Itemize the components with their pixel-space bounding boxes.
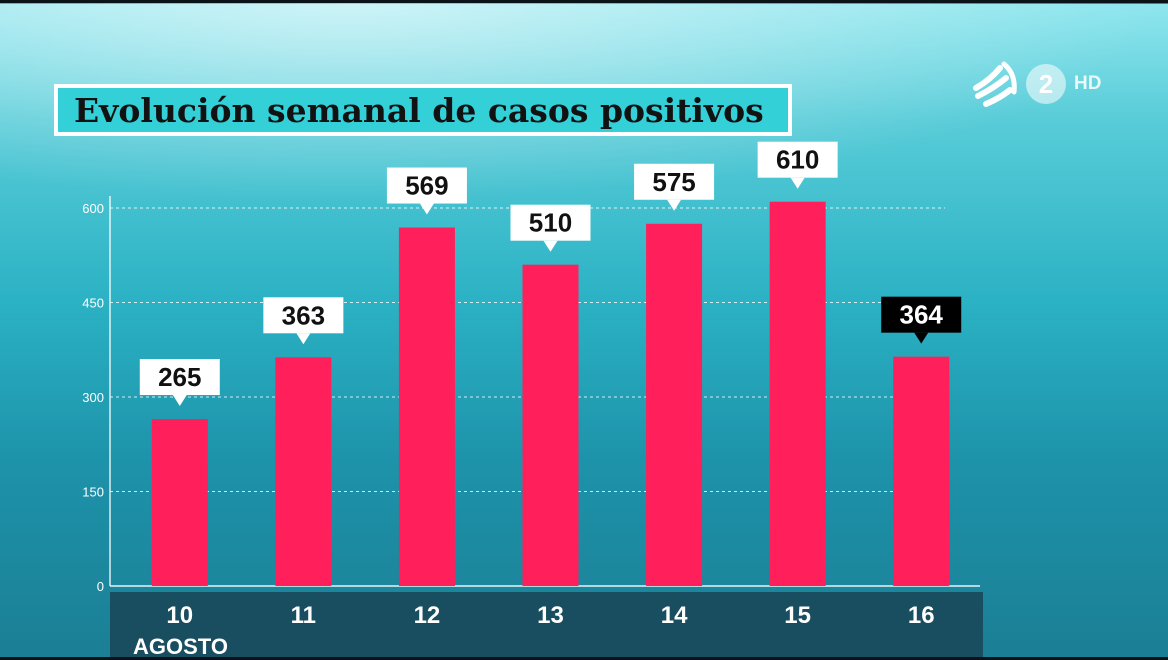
- value-label-box: [757, 141, 838, 178]
- bar: [275, 357, 332, 586]
- y-tick-label: 300: [82, 390, 104, 405]
- data-label: 363: [282, 300, 325, 330]
- value-label-box: [510, 204, 591, 241]
- x-tick-label: 15: [784, 602, 811, 629]
- data-label: 610: [776, 145, 819, 175]
- data-label: 510: [529, 208, 572, 238]
- value-label-box: [386, 167, 467, 204]
- y-tick-label: 0: [97, 579, 104, 594]
- value-label-box: [634, 163, 715, 200]
- bar: [151, 419, 208, 586]
- eitb-logo-icon: [973, 61, 1017, 107]
- value-label-pointer: [296, 333, 311, 345]
- y-tick-label: 450: [82, 296, 104, 311]
- x-axis-band: [110, 592, 983, 657]
- data-label: 569: [405, 171, 448, 201]
- x-tick-label: 10: [166, 602, 193, 629]
- value-label-pointer: [667, 199, 682, 211]
- title-box: Evolución semanal de casos positivos: [54, 84, 792, 136]
- bar: [893, 356, 950, 586]
- x-tick-label: 11: [291, 602, 316, 629]
- x-tick-label: 13: [537, 602, 564, 629]
- value-label-box: [881, 296, 962, 333]
- channel-number: 2: [1026, 64, 1066, 104]
- bar: [769, 201, 826, 586]
- x-axis-sublabel: AGOSTO: [133, 634, 228, 659]
- bar: [398, 227, 455, 586]
- bar: [522, 264, 579, 586]
- value-label-box: [139, 359, 220, 396]
- value-label-pointer: [790, 177, 805, 189]
- x-tick-label: 14: [661, 602, 688, 629]
- value-label-pointer: [914, 332, 929, 344]
- y-tick-label: 150: [82, 485, 104, 500]
- data-label: 265: [158, 362, 201, 392]
- value-label-pointer: [172, 395, 187, 407]
- hd-badge: HD: [1074, 73, 1102, 94]
- data-label: 575: [652, 167, 695, 197]
- x-tick-label: 12: [414, 602, 441, 629]
- value-label-pointer: [543, 240, 558, 252]
- bar: [646, 223, 703, 586]
- y-tick-label: 600: [82, 201, 104, 216]
- value-label-box: [263, 297, 344, 334]
- chart-title: Evolución semanal de casos positivos: [74, 90, 764, 130]
- channel-logo: 2 HD: [970, 58, 1120, 112]
- value-label-pointer: [419, 203, 434, 215]
- x-tick-label: 16: [908, 602, 935, 629]
- data-label: 364: [900, 300, 944, 330]
